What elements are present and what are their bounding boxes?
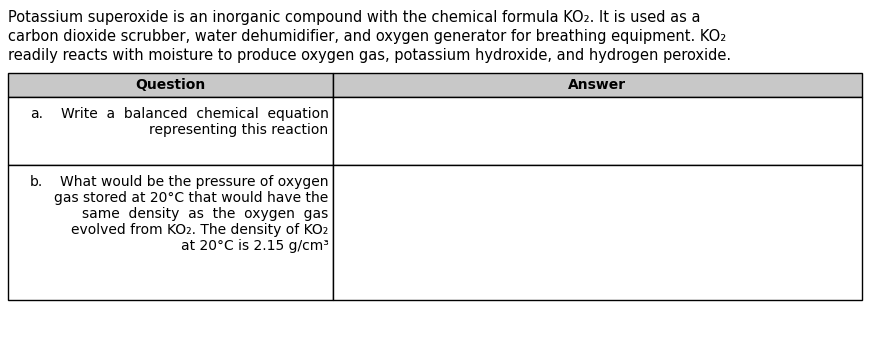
Text: a.: a.: [30, 107, 43, 121]
Text: gas stored at 20°C that would have the: gas stored at 20°C that would have the: [54, 191, 328, 205]
Text: representing this reaction: representing this reaction: [149, 123, 328, 137]
Bar: [332, 73, 861, 97]
Bar: [8, 97, 332, 165]
Text: What would be the pressure of oxygen: What would be the pressure of oxygen: [60, 175, 328, 189]
Bar: [332, 165, 861, 300]
Text: Answer: Answer: [567, 78, 626, 92]
Text: Write  a  balanced  chemical  equation: Write a balanced chemical equation: [61, 107, 328, 121]
Bar: [8, 73, 332, 97]
Text: evolved from KO₂. The density of KO₂: evolved from KO₂. The density of KO₂: [71, 223, 328, 237]
Text: Question: Question: [135, 78, 205, 92]
Text: at 20°C is 2.15 g/cm³: at 20°C is 2.15 g/cm³: [181, 239, 328, 253]
Bar: [332, 97, 861, 165]
Text: b.: b.: [30, 175, 43, 189]
Text: Potassium superoxide is an inorganic compound with the chemical formula KO₂. It : Potassium superoxide is an inorganic com…: [8, 10, 700, 25]
Text: readily reacts with moisture to produce oxygen gas, potassium hydroxide, and hyd: readily reacts with moisture to produce …: [8, 48, 730, 63]
Bar: [8, 165, 332, 300]
Text: carbon dioxide scrubber, water dehumidifier, and oxygen generator for breathing : carbon dioxide scrubber, water dehumidif…: [8, 29, 726, 44]
Text: same  density  as  the  oxygen  gas: same density as the oxygen gas: [83, 207, 328, 221]
